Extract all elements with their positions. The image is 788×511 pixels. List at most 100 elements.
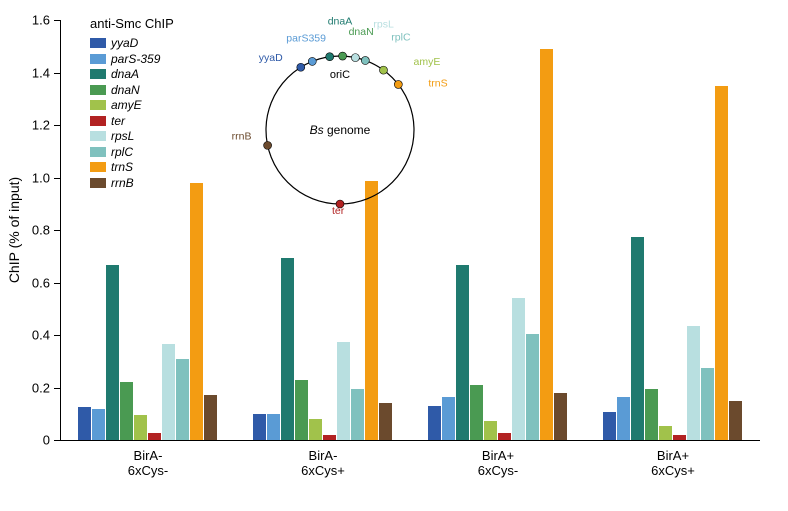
legend-label: dnaA [111,67,139,81]
bar-trnS [540,49,553,440]
legend-label: dnaN [111,83,140,97]
y-tick [54,283,60,284]
y-tick [54,388,60,389]
x-cat-line1: BirA- [273,448,373,463]
x-cat-line2: 6xCys- [98,463,198,478]
locus-label-trnS: trnS [428,77,447,89]
bar-yyaD [603,412,616,440]
y-tick-label: 1.2 [20,118,50,133]
x-category-label: BirA+6xCys+ [623,448,723,478]
legend-item: trnS [90,160,174,174]
locus-label-amyE: amyE [413,56,440,68]
bar-rrnB [379,403,392,440]
x-category-label: BirA-6xCys- [98,448,198,478]
x-cat-line2: 6xCys+ [273,463,373,478]
bar-group [253,181,393,440]
bar-yyaD [428,406,441,440]
bar-ter [498,433,511,440]
legend-title: anti-Smc ChIP [90,16,174,31]
bar-parS-359 [92,409,105,441]
locus-dot-dnaA [326,53,334,61]
locus-dot-parS359 [308,57,316,65]
y-tick-label: 0 [20,433,50,448]
bar-parS-359 [267,414,280,440]
x-cat-line1: BirA+ [623,448,723,463]
y-tick [54,178,60,179]
legend-label: ter [111,114,125,128]
bar-rpsL [512,298,525,440]
bar-ter [673,435,686,440]
y-tick-label: 0.8 [20,223,50,238]
locus-label-yyaD: yyaD [259,52,283,64]
x-cat-line1: BirA- [98,448,198,463]
legend: anti-Smc ChIP yyaD parS-359dnaA dnaNamyE te… [90,16,174,191]
legend-label: yyaD [111,36,138,50]
bar-dnaN [645,389,658,440]
bar-yyaD [253,414,266,440]
x-cat-line1: BirA+ [448,448,548,463]
locus-dot-amyE [379,66,387,74]
bar-dnaA [106,265,119,440]
x-axis [60,440,760,441]
y-tick [54,335,60,336]
bar-amyE [134,415,147,440]
genome-diagram: Bs genomeoriCyyaDparS359dnaAdnaNrpsLrplC… [230,20,450,220]
bar-amyE [484,421,497,440]
locus-label-parS359: parS359 [286,32,326,44]
locus-label-rplC: rplC [391,31,411,43]
legend-label: rrnB [111,176,134,190]
bar-group [78,183,218,440]
bar-trnS [190,183,203,440]
bar-dnaN [120,382,133,440]
legend-label: amyE [111,98,142,112]
legend-item: dnaA [90,67,174,81]
locus-dot-trnS [394,80,402,88]
bar-rpsL [162,344,175,440]
legend-swatch [90,131,106,141]
legend-swatch [90,100,106,110]
legend-item: rplC [90,145,174,159]
legend-swatch [90,54,106,64]
legend-item: rpsL [90,129,174,143]
x-category-label: BirA-6xCys+ [273,448,373,478]
bar-rpsL [687,326,700,440]
bar-parS-359 [617,397,630,440]
bar-ter [323,435,336,440]
bar-rplC [701,368,714,440]
legend-label: parS-359 [111,52,160,66]
y-tick-label: 1.4 [20,65,50,80]
y-tick [54,125,60,126]
y-tick-label: 1.6 [20,13,50,28]
y-tick-label: 1.0 [20,170,50,185]
legend-swatch [90,162,106,172]
y-tick [54,20,60,21]
bar-dnaA [631,237,644,440]
locus-dot-yyaD [297,63,305,71]
legend-label: rplC [111,145,133,159]
locus-dot-rplC [361,56,369,64]
y-tick-label: 0.6 [20,275,50,290]
x-cat-line2: 6xCys- [448,463,548,478]
legend-swatch [90,69,106,79]
locus-label-rrnB: rrnB [232,130,252,142]
bar-amyE [309,419,322,440]
bar-ter [148,433,161,440]
bar-rrnB [729,401,742,440]
legend-label: trnS [111,160,133,174]
legend-label: rpsL [111,129,134,143]
x-cat-line2: 6xCys+ [623,463,723,478]
legend-item: yyaD [90,36,174,50]
bar-trnS [715,86,728,440]
bar-yyaD [78,407,91,440]
bar-parS-359 [442,397,455,440]
y-tick-label: 0.4 [20,328,50,343]
legend-swatch [90,116,106,126]
y-tick [54,73,60,74]
x-category-label: BirA+6xCys- [448,448,548,478]
locus-label-dnaN: dnaN [349,26,374,38]
bar-rrnB [554,393,567,440]
legend-item: parS-359 [90,52,174,66]
locus-dot-rrnB [264,141,272,149]
bar-dnaA [281,258,294,440]
bar-group [603,86,743,440]
